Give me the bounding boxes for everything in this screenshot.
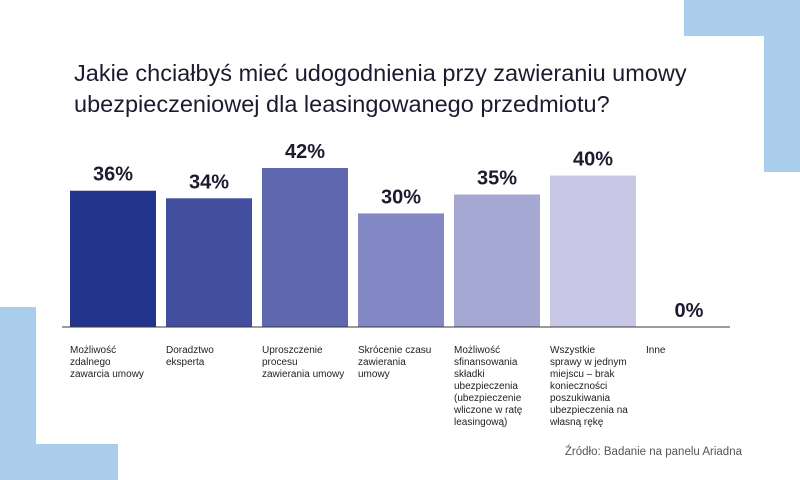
- bar-4: [358, 213, 444, 327]
- bar-2: [166, 198, 252, 327]
- bar-5: [454, 194, 540, 327]
- category-label-4: Skrócenie czasu zawierania umowy: [358, 345, 432, 380]
- value-label-5: 35%: [477, 168, 517, 190]
- category-label-3: Uproszczenie procesu zawierania umowy: [262, 345, 345, 380]
- value-label-3: 42%: [285, 141, 325, 163]
- category-label-2: Doradztwo eksperta: [166, 345, 214, 368]
- source-note: Źródło: Badanie na panelu Ariadna: [564, 446, 742, 458]
- category-label-6: Wszystkie sprawy w jednym miejscu – brak ko…: [550, 345, 628, 428]
- decor-corner-bottom-bar: [0, 444, 118, 480]
- category-label-7: Inne: [646, 345, 666, 356]
- value-label-4: 30%: [381, 186, 421, 208]
- value-label-6: 40%: [573, 149, 613, 171]
- category-label-1: Możliwość zdalnego zawarcia umowy: [70, 345, 144, 380]
- decor-corner-right: [764, 0, 800, 172]
- value-label-2: 34%: [189, 171, 229, 193]
- bar-6: [550, 175, 636, 327]
- chart-title: Jakie chciałbyś mieć udogodnienia przy z…: [74, 60, 687, 117]
- bar-3: [262, 168, 348, 327]
- value-label-1: 36%: [93, 164, 133, 186]
- bar-1: [70, 190, 156, 327]
- category-label-5: Możliwość sfinansowania składki ubezpieczen…: [454, 345, 523, 428]
- value-label-7: 0%: [675, 300, 704, 322]
